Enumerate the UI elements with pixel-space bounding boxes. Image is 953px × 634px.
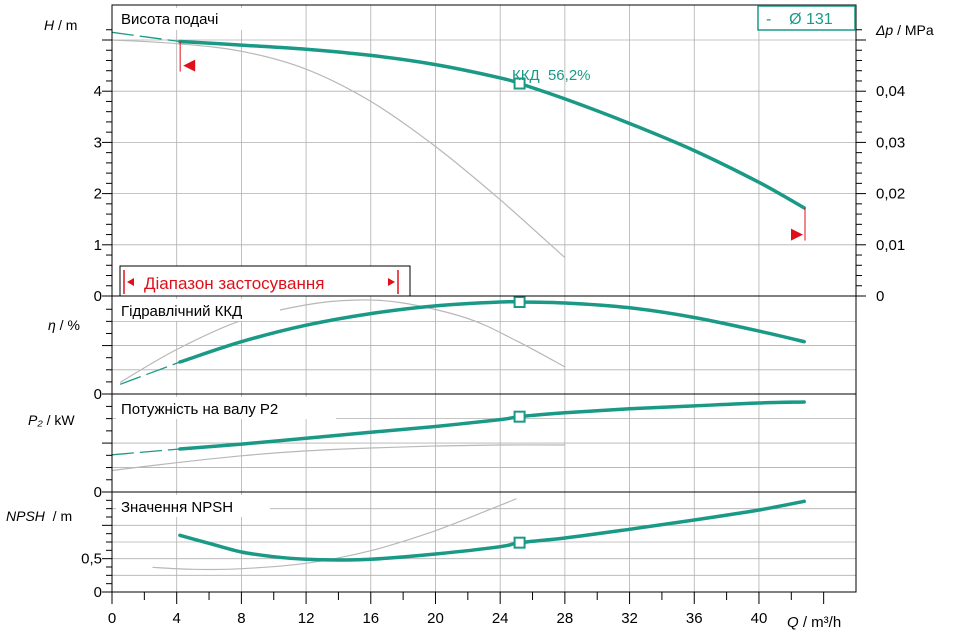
- efficiency-annotation: ККД 56,2%: [512, 67, 591, 84]
- y-tick-label: 3: [94, 134, 102, 151]
- npsh-panel-title: Значення NPSH: [116, 495, 270, 517]
- pump-curve: [178, 400, 806, 451]
- curve-extension: [112, 448, 180, 456]
- y-tick-label: 0: [94, 584, 102, 601]
- y2-tick-label: 0,01: [876, 237, 905, 254]
- efficiency-axis-label: η / %: [48, 317, 80, 333]
- x-tick-label: 32: [621, 610, 638, 627]
- y-tick-label: 1: [94, 237, 102, 254]
- y-tick-label: 0: [94, 484, 102, 501]
- range-left-arrow-icon: [127, 278, 134, 286]
- range-right-arrow-icon: [388, 278, 395, 286]
- application-range-label: Діапазон застосування: [144, 274, 324, 293]
- range-start-marker: [183, 59, 196, 72]
- efficiency-panel-title: Гідравлічний ККД: [116, 299, 280, 321]
- curve-extension: [119, 361, 181, 385]
- y2-tick-label: 0,04: [876, 83, 905, 100]
- diameter-label: - Ø 131: [766, 11, 833, 28]
- reference-curve: [112, 444, 565, 472]
- head-panel-title-text: Висота подачі: [121, 11, 218, 28]
- y2-tick-label: 0: [876, 288, 884, 305]
- pump-curve: [178, 499, 806, 562]
- x-tick-label: 12: [298, 610, 315, 627]
- operating-point: [513, 536, 526, 549]
- axis-ticks: [102, 29, 866, 604]
- reference-curve: [119, 299, 566, 383]
- curve-extension: [112, 31, 180, 43]
- flow-axis-label: Q / m³/h: [787, 614, 841, 631]
- reference-curve: [152, 498, 517, 571]
- power-axis-label: P₂ / kW: [28, 412, 75, 428]
- power-panel-title: Потужність на валу P2: [116, 397, 336, 419]
- x-tick-label: 24: [492, 610, 509, 627]
- power-panel-title-text: Потужність на валу P2: [121, 401, 278, 418]
- x-tick-label: 8: [237, 610, 245, 627]
- x-tick-label: 28: [557, 610, 574, 627]
- reference-curve: [112, 39, 566, 259]
- head-panel-title: Висота подачі: [116, 8, 250, 30]
- efficiency-panel-title-text: Гідравлічний ККД: [121, 303, 242, 320]
- y-tick-label: 4: [94, 83, 102, 100]
- application-range: Діапазон застосування: [119, 265, 411, 297]
- x-tick-label: 16: [362, 610, 379, 627]
- reference-curves: [112, 39, 566, 571]
- operating-point: [513, 77, 526, 90]
- operating-point: [513, 410, 526, 423]
- y-tick-label: 0: [94, 386, 102, 403]
- x-tick-label: 0: [108, 610, 116, 627]
- x-tick-label: 40: [751, 610, 768, 627]
- npsh-panel-title-text: Значення NPSH: [121, 499, 233, 516]
- grid: [112, 5, 856, 592]
- pressure-axis-label: Δp / MPa: [875, 22, 934, 38]
- diameter-legend: - Ø 131: [757, 5, 856, 31]
- pump-curve: [178, 299, 806, 364]
- y2-tick-label: 0,02: [876, 186, 905, 203]
- y-tick-label: 2: [94, 186, 102, 203]
- pump-curves: [112, 31, 806, 562]
- operating-point: [513, 296, 526, 308]
- y-tick-label: 0,5: [81, 551, 102, 568]
- head-axis-label: H / m: [44, 17, 77, 33]
- tick-labels: 0 4 8 12 16 20 24 28 32 36 400123400,010,020,030,0…: [81, 83, 905, 627]
- x-tick-label: 20: [427, 610, 444, 627]
- x-tick-label: 36: [686, 610, 703, 627]
- x-tick-label: 4: [173, 610, 181, 627]
- npsh-axis-label: NPSH / m: [6, 508, 72, 524]
- y-tick-label: 0: [94, 288, 102, 305]
- range-end-marker: [791, 228, 803, 241]
- pump-curve: [178, 39, 806, 210]
- y2-tick-label: 0,03: [876, 134, 905, 151]
